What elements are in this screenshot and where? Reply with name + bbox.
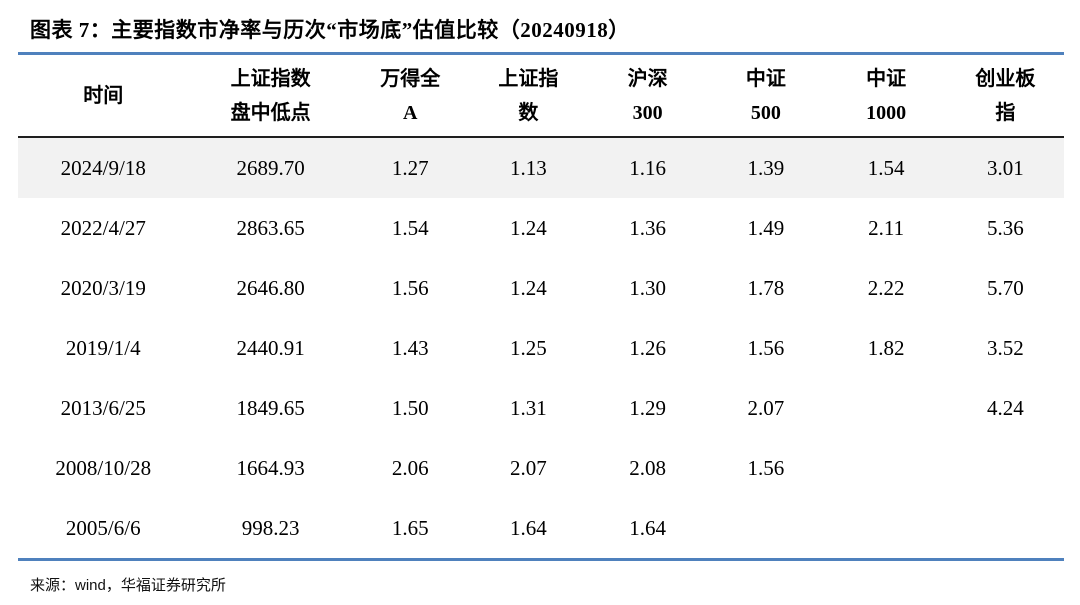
column-header-sse-intraday-low: 上证指数 盘中低点: [188, 55, 353, 138]
table-cell: 1.31: [510, 395, 547, 420]
table-cell: 2.22: [867, 275, 905, 300]
source-name: wind: [75, 577, 106, 594]
table-cell: 5.70: [987, 275, 1024, 300]
table-header-row: 时间 上证指数 盘中低点 万得全 A 上证指数沪深 300 中证 500 中证 1000 创业板指: [18, 55, 1064, 138]
figure-title: 图表 7：主要指数市净率与历次“市场底”估值比较（20240918）: [30, 18, 630, 42]
table-body: 2024/9/18 2689.70 1.27 1.13 1.16 1.39 1.54 3.01…: [18, 137, 1064, 558]
table-cell: 2646.80: [236, 275, 305, 300]
table-cell: [825, 378, 946, 438]
table-cell: [706, 498, 825, 558]
table-cell: 1.26: [629, 335, 667, 360]
table-cell: 2.07: [747, 395, 785, 420]
column-header-chinext: 创业板指: [946, 55, 1064, 138]
table-cell: 1.78: [747, 275, 785, 300]
table-cell: 1.30: [629, 275, 667, 300]
table-cell: 2863.65: [236, 215, 305, 240]
table-cell: 1.13: [510, 155, 547, 180]
table-row: 2005/6/6 998.23 1.65 1.64 1.64: [18, 498, 1064, 558]
table-row: 2013/6/25 1849.65 1.50 1.31 1.29 2.07 4.24: [18, 378, 1064, 438]
table-cell: 1.82: [867, 335, 905, 360]
table-cell: 2.08: [629, 455, 667, 480]
column-header-csi-1000: 中证 1000: [825, 55, 947, 138]
table-cell: 2440.91: [236, 335, 305, 360]
table-cell: 4.24: [987, 395, 1024, 420]
table-cell: 1.16: [629, 155, 667, 180]
source-label: 来源：: [30, 578, 76, 594]
table-row: 2008/10/28 1664.93 2.06 2.07 2.08 1.56: [18, 438, 1064, 498]
table-cell: 5.36: [987, 215, 1024, 240]
column-header-time: 时间: [18, 55, 189, 138]
column-header-csi-300: 沪深 300: [589, 55, 707, 138]
table-cell: 1.43: [391, 335, 429, 360]
table-cell: 2005/6/6: [65, 515, 141, 540]
table-cell: 1.50: [391, 395, 429, 420]
column-header-wind-all-a: 万得全 A: [352, 55, 468, 138]
table-cell: 2008/10/28: [55, 455, 152, 480]
table-row: 2022/4/27 2863.65 1.54 1.24 1.36 1.49 2.11 5.36: [18, 198, 1064, 258]
table-header: 时间 上证指数 盘中低点 万得全 A 上证指数沪深 300 中证 500 中证 1000 创业板指: [18, 55, 1064, 138]
table-cell: 1.36: [629, 215, 667, 240]
top-divider: [18, 52, 1064, 55]
table-cell: 1.24: [510, 215, 547, 240]
table-cell: 1.64: [629, 515, 667, 540]
table-cell: 2022/4/27: [60, 215, 146, 240]
table-cell: 2.07: [510, 455, 547, 480]
table-cell: 1.64: [510, 515, 547, 540]
table-cell: 2013/6/25: [60, 395, 146, 420]
column-header-sse-index: 上证指数: [467, 55, 590, 138]
column-header-csi-500: 中证 500: [706, 55, 826, 138]
bottom-divider: [18, 558, 1064, 561]
table-cell: 2020/3/19: [60, 275, 146, 300]
table-cell: 998.23: [241, 515, 300, 540]
table-cell: 1664.93: [236, 455, 305, 480]
table-cell: 3.52: [987, 335, 1024, 360]
table-cell: 1.54: [391, 215, 429, 240]
source-institution: ，华福证券研究所: [105, 578, 226, 594]
table-cell: 1.56: [391, 275, 429, 300]
table-cell: 1.49: [747, 215, 785, 240]
table-row: 2020/3/19 2646.80 1.56 1.24 1.30 1.78 2.22 5.70: [18, 258, 1064, 318]
table-cell: 1.24: [510, 275, 547, 300]
table-cell: 1.29: [629, 395, 667, 420]
table-cell: 1.56: [747, 455, 785, 480]
table-cell: [947, 438, 1064, 498]
table-cell: 1.65: [391, 515, 429, 540]
table-cell: [947, 498, 1064, 558]
table-cell: 2.11: [868, 215, 905, 240]
table-cell: 2.06: [391, 455, 429, 480]
table-row: 2019/1/4 2440.91 1.43 1.25 1.26 1.56 1.82 3.52: [18, 318, 1064, 378]
table-cell: 2019/1/4: [65, 335, 141, 360]
table-cell: 3.01: [987, 155, 1024, 180]
table-cell: 1.56: [747, 335, 785, 360]
table-cell: 2024/9/18: [60, 155, 146, 180]
valuation-table: 时间 上证指数 盘中低点 万得全 A 上证指数沪深 300 中证 500 中证 1000 创业板指 2…: [18, 55, 1064, 558]
table-cell: 1.39: [747, 155, 785, 180]
table-cell: 2689.70: [236, 155, 305, 180]
table-cell: 1.25: [510, 335, 547, 360]
table-cell: [825, 498, 946, 558]
table-row: 2024/9/18 2689.70 1.27 1.13 1.16 1.39 1.54 3.01: [18, 137, 1064, 198]
source-note: 来源：wind，华福证券研究所: [18, 561, 1064, 595]
table-cell: 1.27: [391, 155, 429, 180]
table-cell: [825, 438, 946, 498]
table-cell: 1849.65: [236, 395, 305, 420]
table-cell: 1.54: [867, 155, 905, 180]
